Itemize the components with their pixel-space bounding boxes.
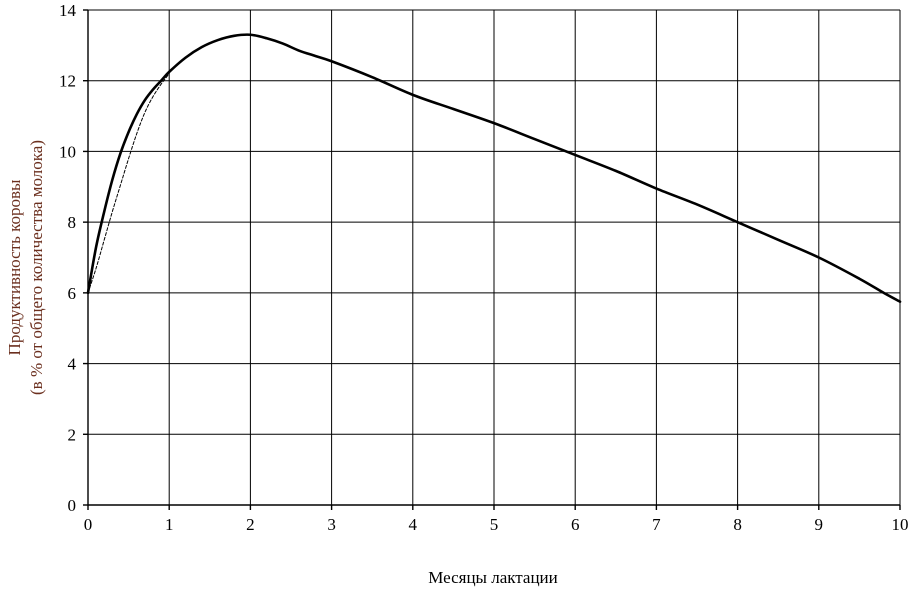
y-tick-label-0: 0 xyxy=(68,496,77,515)
y-tick-label-3: 6 xyxy=(68,284,77,303)
x-tick-label-2: 2 xyxy=(246,515,255,534)
x-tick-labels: 0 1 2 3 4 5 6 7 8 9 10 xyxy=(84,515,909,534)
y-tick-labels: 0 2 4 6 8 10 12 14 xyxy=(59,1,77,515)
x-tick-label-4: 4 xyxy=(409,515,418,534)
x-tick-label-10: 10 xyxy=(892,515,909,534)
y-tick-label-7: 14 xyxy=(59,1,77,20)
y-tick-label-2: 4 xyxy=(68,355,77,374)
x-tick-label-0: 0 xyxy=(84,515,93,534)
axes xyxy=(83,9,901,510)
x-tick-label-7: 7 xyxy=(652,515,661,534)
gridlines xyxy=(87,9,901,506)
y-axis-title-line-1: Продуктивность коровы xyxy=(5,179,24,355)
x-tick-label-9: 9 xyxy=(815,515,824,534)
series-line-1 xyxy=(86,33,902,303)
y-tick-label-5: 10 xyxy=(59,142,76,161)
y-axis-title-line-2: (в % от общего количества молока) xyxy=(27,140,46,395)
x-tick-label-3: 3 xyxy=(327,515,336,534)
series-line-2 xyxy=(87,73,170,294)
y-axis-title: Продуктивность коровы (в % от общего коли… xyxy=(5,140,46,395)
y-tick-label-1: 2 xyxy=(68,425,77,444)
series-lines xyxy=(86,33,902,303)
x-tick-label-5: 5 xyxy=(490,515,499,534)
x-axis-title: Месяцы лактации xyxy=(428,568,558,587)
y-tick-label-4: 8 xyxy=(68,213,77,232)
y-tick-label-6: 12 xyxy=(59,72,76,91)
x-tick-label-6: 6 xyxy=(571,515,580,534)
x-tick-label-1: 1 xyxy=(165,515,174,534)
x-tick-label-8: 8 xyxy=(733,515,742,534)
